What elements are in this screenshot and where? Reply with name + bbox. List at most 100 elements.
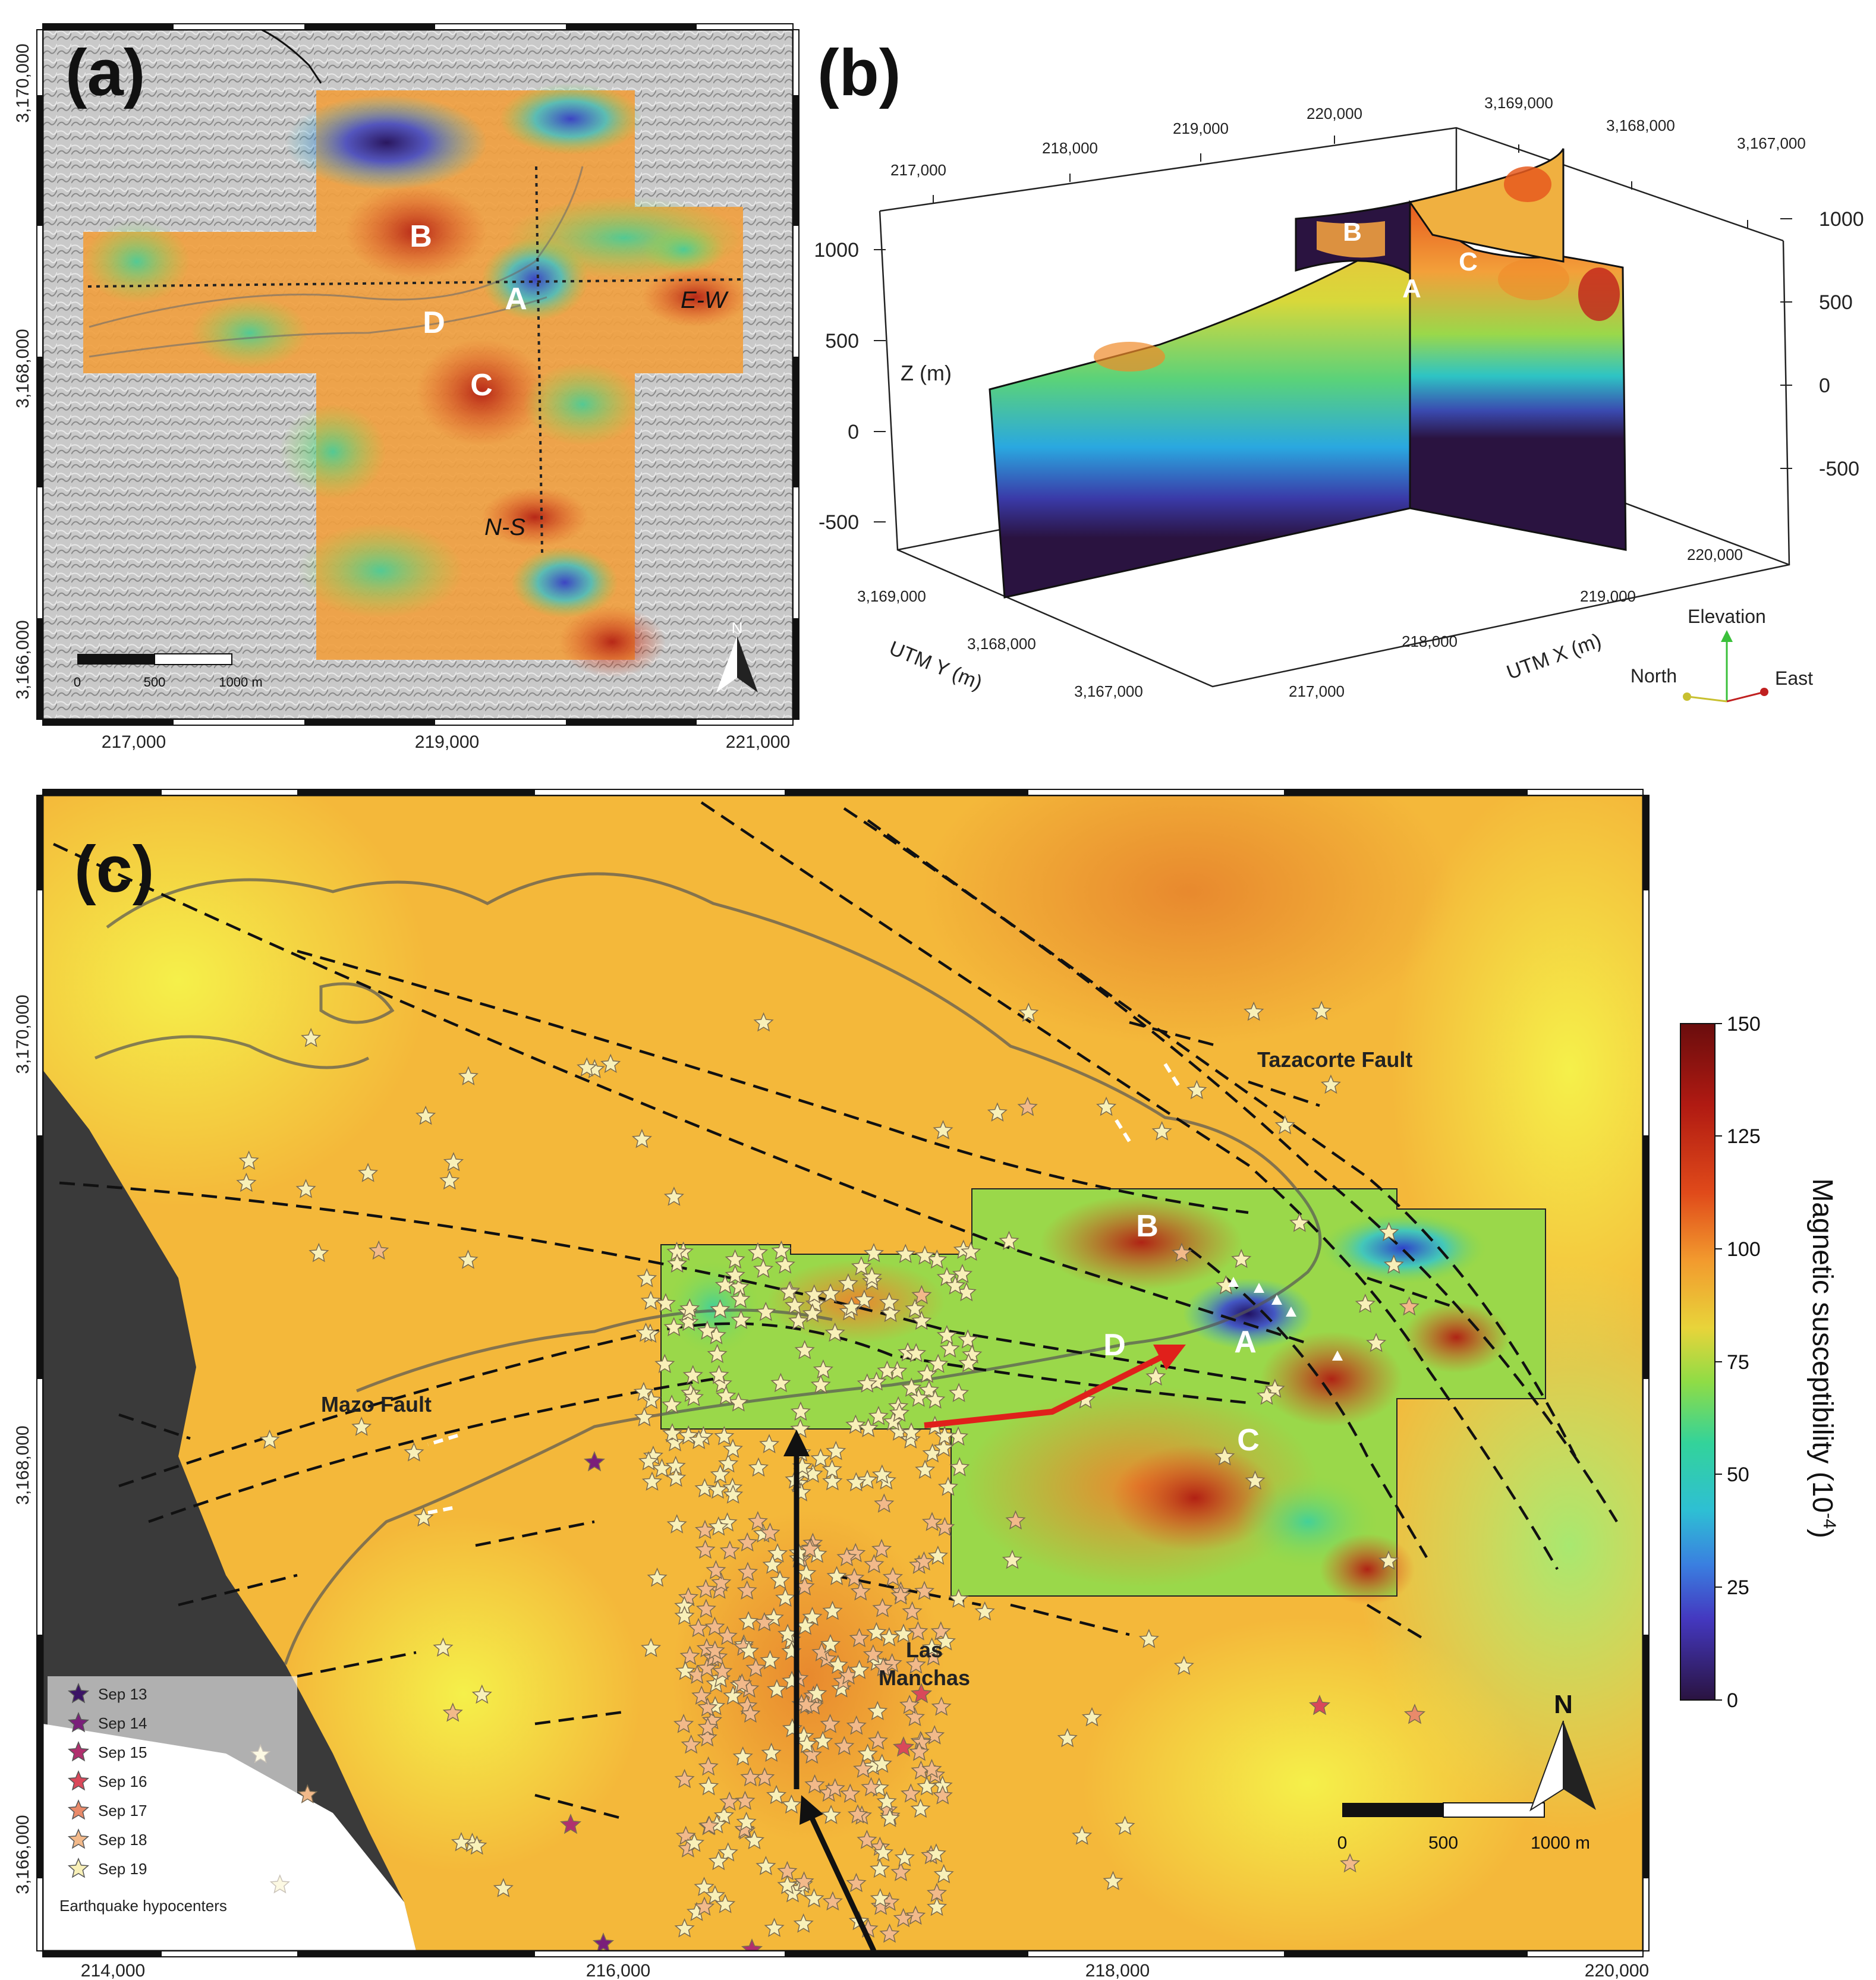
panel-b-label-a: A: [1402, 274, 1421, 303]
hypocenter-star: [236, 1172, 257, 1192]
hypocenter-star: [764, 1918, 785, 1937]
hypocenter-star: [744, 1830, 765, 1850]
hypocenter-star: [663, 1317, 684, 1337]
mazo-fault-label: Mazo Fault: [321, 1392, 432, 1416]
hypocenter-star: [857, 1830, 877, 1849]
hypocenter-star: [826, 1440, 846, 1460]
hypocenter-star: [861, 1266, 882, 1286]
legend-item-label: Sep 18: [98, 1831, 147, 1849]
hypocenter-star: [893, 1623, 914, 1643]
legend-title: Earthquake hypocenters: [59, 1897, 227, 1915]
panel-c-scale-0: 0: [1337, 1833, 1348, 1853]
hypocenter-star: [927, 1896, 948, 1916]
hypocenter-star: [900, 1429, 921, 1449]
hypocenter-star: [974, 1601, 995, 1621]
legend-star-icon: [67, 1799, 90, 1820]
hypocenter-star: [633, 1381, 654, 1402]
hypocenter-star: [583, 1451, 606, 1472]
hypocenter-star: [1151, 1121, 1172, 1141]
hypocenter-star: [723, 1685, 744, 1705]
legend-star-icon: [67, 1741, 90, 1762]
hypocenter-star: [926, 1883, 948, 1902]
panel-a-tag: (a): [65, 36, 145, 109]
colorbar-title: Magnetic susceptibility (10-4): [1806, 1178, 1839, 1538]
hypocenter-star: [857, 1373, 877, 1393]
hypocenter-star: [736, 1811, 757, 1831]
hypocenter-star: [600, 1053, 621, 1074]
hypocenter-star: [779, 1282, 799, 1301]
hypocenter-star: [820, 1714, 841, 1733]
hypocenter-star: [634, 1407, 655, 1427]
panel-a-ns-label: N-S: [484, 514, 525, 540]
hypocenter-star: [719, 1791, 740, 1811]
hypocenter-star: [699, 1815, 720, 1835]
hypocenter-star: [358, 1163, 379, 1182]
hypocenter-star: [747, 1511, 768, 1531]
hypocenter-star: [706, 1560, 726, 1579]
hypocenter-star: [716, 1385, 736, 1405]
panel-c-y-tick-2: 3,168,000: [13, 1425, 33, 1504]
panel-a-scale-500: 500: [144, 675, 166, 690]
panel-c-y-tick-1: 3,170,000: [13, 994, 33, 1074]
hypocenter-star: [717, 1625, 738, 1645]
hypocenter-star: [666, 1467, 687, 1487]
legend-item-label: Sep 17: [98, 1802, 147, 1820]
hypocenter-star: [1214, 1446, 1235, 1466]
hypocenter-star: [879, 1292, 900, 1312]
hypocenter-star: [777, 1875, 798, 1894]
hypocenter-star: [737, 1562, 758, 1581]
hypocenter-star: [740, 1703, 761, 1723]
hypocenter-star: [745, 1657, 766, 1677]
hypocenter-star: [730, 1289, 751, 1308]
hypocenter-star: [802, 1303, 823, 1323]
hypocenter-star: [894, 1847, 915, 1867]
hypocenter-star: [958, 1329, 978, 1349]
hypocenter-star: [710, 1464, 731, 1484]
hypocenter-star: [697, 1657, 717, 1677]
panel-b-top-x-2: 218,000: [1042, 139, 1098, 157]
panel-c-scale-bar: 0 500 1000 m: [1337, 1802, 1590, 1853]
colorbar-tick-50: 50: [1727, 1463, 1749, 1486]
hypocenter-star: [911, 1732, 932, 1752]
hypocenter-star: [928, 1353, 949, 1373]
panel-a-y-tick-2: 3,168,000: [13, 329, 33, 408]
hypocenter-star: [641, 1638, 662, 1657]
hypocenter-star: [879, 1627, 899, 1647]
panel-b-east-label: East: [1775, 668, 1813, 689]
hypocenter-star: [679, 1645, 700, 1666]
colorbar-tick-150: 150: [1727, 1013, 1761, 1035]
panel-b-z-right-0: 0: [1819, 374, 1830, 397]
hypocenter-star: [760, 1650, 780, 1670]
panel-c-north-arrow-icon: N: [1529, 1690, 1596, 1812]
hypocenter-star: [794, 1871, 814, 1891]
panel-b-z-left-0: 0: [848, 421, 859, 443]
panel-a-scale-bar: 0 500 1000 m: [74, 653, 263, 690]
hypocenter-star: [1378, 1550, 1399, 1570]
hypocenter-star: [853, 1758, 874, 1778]
hypocenter-star: [717, 1842, 738, 1862]
hypocenter-star: [911, 1285, 932, 1305]
panel-b-z-right-500: 500: [1819, 291, 1853, 314]
hypocenter-star: [698, 1776, 719, 1796]
hypocenter-star: [722, 1438, 743, 1458]
hypocenter-star: [775, 1587, 796, 1607]
hypocenter-star: [895, 1244, 916, 1263]
hypocenter-star: [932, 1785, 953, 1805]
panel-b-top-ticks: [933, 136, 1748, 228]
panel-c-scale-500: 500: [1428, 1833, 1458, 1853]
hypocenter-star: [712, 1661, 733, 1680]
hypocenter-star: [433, 1637, 454, 1657]
hypocenter-star: [1274, 1115, 1295, 1135]
hypocenter-star: [697, 1727, 717, 1747]
panel-b-north-label: North: [1631, 665, 1677, 687]
hypocenter-star: [695, 1598, 716, 1618]
panel-a-north-label: N: [732, 619, 743, 637]
hypocenter-star: [879, 1923, 900, 1943]
hypocenter-star: [901, 1422, 922, 1442]
panel-c-scale-1000: 1000 m: [1531, 1833, 1590, 1853]
legend-star-icon: [67, 1828, 90, 1849]
hypocenter-star: [840, 1783, 861, 1803]
hypocenter-star: [863, 1243, 885, 1263]
hypocenter-star: [678, 1311, 699, 1331]
panel-b-top-x-4: 220,000: [1307, 105, 1362, 122]
